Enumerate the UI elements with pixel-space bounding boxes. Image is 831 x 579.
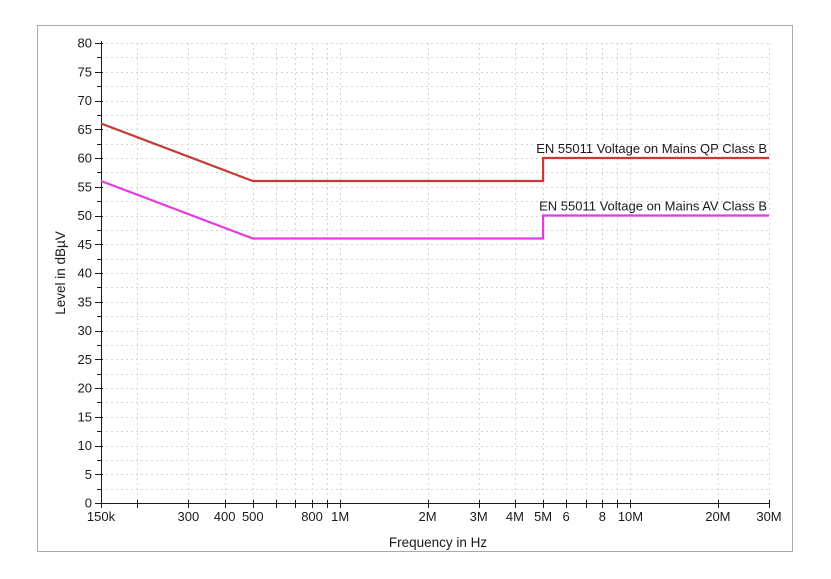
- y-tick-label: 35: [78, 294, 92, 309]
- x-tick-label: 5M: [534, 509, 552, 524]
- y-tick-label: 40: [78, 266, 92, 281]
- x-tick-label: 500: [242, 509, 264, 524]
- y-tick-label: 50: [78, 208, 92, 223]
- y-tick-label: 25: [78, 352, 92, 367]
- x-tick-label: 8: [599, 509, 606, 524]
- y-tick-label: 75: [78, 64, 92, 79]
- x-tick-label: 20M: [705, 509, 730, 524]
- x-axis-title: Frequency in Hz: [389, 535, 488, 550]
- x-tick-label: 6: [562, 509, 569, 524]
- y-tick-label: 10: [78, 438, 92, 453]
- x-tick-label: 2M: [419, 509, 437, 524]
- y-tick-label: 45: [78, 237, 92, 252]
- x-tick-label: 10M: [618, 509, 643, 524]
- x-tick-label: 300: [178, 509, 200, 524]
- limit-line-1: [100, 179, 769, 240]
- limit-line-0: [100, 122, 769, 183]
- limit-line-label-0: EN 55011 Voltage on Mains QP Class B: [536, 141, 767, 156]
- x-tick-label: 400: [214, 509, 236, 524]
- x-tick-label: 150k: [87, 509, 116, 524]
- chart-frame: [37, 25, 793, 552]
- x-tick-label: 800: [301, 509, 323, 524]
- x-tick-label: 30M: [756, 509, 781, 524]
- y-tick-label: 5: [85, 467, 92, 482]
- x-tick-label: 4M: [506, 509, 524, 524]
- limit-line-label-1: EN 55011 Voltage on Mains AV Class B: [539, 199, 767, 214]
- y-tick-label: 60: [78, 151, 92, 166]
- y-tick-label: 20: [78, 381, 92, 396]
- y-tick-label: 30: [78, 323, 92, 338]
- y-tick-label: 80: [78, 36, 92, 51]
- y-tick-label: 0: [85, 496, 92, 511]
- y-tick-label: 55: [78, 179, 92, 194]
- x-tick-label: 1M: [331, 509, 349, 524]
- y-axis-title: Level in dBµV: [53, 231, 68, 315]
- x-tick-label: 3M: [470, 509, 488, 524]
- y-tick-label: 15: [78, 409, 92, 424]
- y-tick-label: 70: [78, 93, 92, 108]
- y-tick-label: 65: [78, 122, 92, 137]
